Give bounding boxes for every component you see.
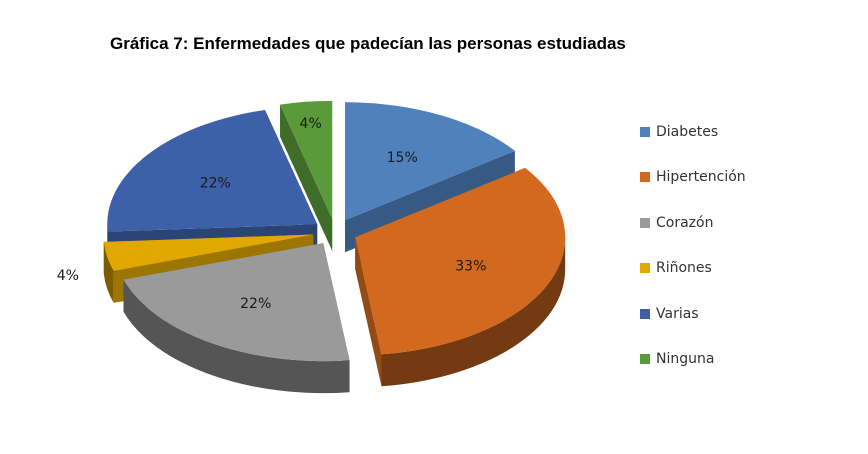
legend-item-ninguna: Ninguna xyxy=(640,343,746,389)
legend-swatch xyxy=(640,354,650,365)
slice-top xyxy=(123,243,350,362)
data-label-rinones: 4% xyxy=(57,268,79,284)
data-label-diabetes: 15% xyxy=(387,150,418,166)
slice-ninguna xyxy=(280,100,333,251)
legend-swatch xyxy=(640,217,650,228)
legend-swatch xyxy=(640,308,650,319)
slice-top xyxy=(355,167,566,355)
slice-top xyxy=(107,109,318,232)
slice-side xyxy=(381,237,566,387)
data-label-varias: 22% xyxy=(200,176,231,192)
data-label-ninguna: 4% xyxy=(300,116,322,132)
legend-item-corazon: Corazón xyxy=(640,206,746,252)
slice-top xyxy=(280,100,333,219)
legend-swatch xyxy=(640,263,650,274)
slice-corazon xyxy=(123,243,350,394)
slice-wall xyxy=(355,237,382,387)
data-label-corazon: 22% xyxy=(240,296,271,312)
legend-label: Ninguna xyxy=(656,351,715,368)
slice-top xyxy=(103,234,314,271)
slice-hipertencion xyxy=(355,167,566,387)
data-label-hipertencion: 33% xyxy=(455,258,486,274)
slice-side xyxy=(103,241,114,303)
legend-label: Varias xyxy=(656,305,699,322)
legend-label: Riñones xyxy=(656,260,712,277)
legend-label: Corazón xyxy=(656,214,714,231)
slice-side xyxy=(123,279,350,394)
slice-wall xyxy=(280,104,333,251)
legend-item-rinones: Riñones xyxy=(640,252,746,298)
legend-item-diabetes: Diabetes xyxy=(640,115,746,161)
legend-label: Diabetes xyxy=(656,123,719,140)
legend-item-hipertencion: Hipertención xyxy=(640,161,746,207)
legend-swatch xyxy=(640,126,650,137)
legend-label: Hipertención xyxy=(656,169,746,186)
slice-top xyxy=(344,102,515,221)
chart-title: Gráfica 7: Enfermedades que padecían las… xyxy=(110,34,626,53)
legend-item-varias: Varias xyxy=(640,297,746,343)
legend: Diabetes Hipertención Corazón Riñones Va… xyxy=(640,115,746,388)
legend-swatch xyxy=(640,172,650,183)
